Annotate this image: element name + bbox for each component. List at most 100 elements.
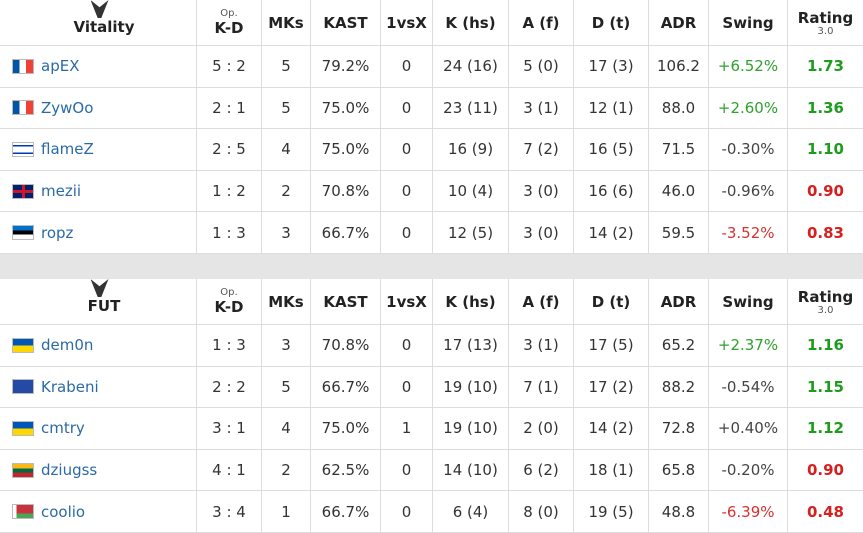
stat-cell: 2 : 5 [196,129,261,170]
stat-cell: 3 [261,325,310,366]
stat-cell: 0.83 [787,212,863,253]
column-label: K-D [214,18,244,37]
stat-cell: 0 [380,46,432,87]
column-header: K (hs) [432,0,508,45]
column-header: KAST [310,279,380,324]
column-label: MKs [268,13,304,32]
column-label: Swing [722,13,774,32]
stat-cell: 5 (0) [508,46,573,87]
player-name[interactable]: dem0n [41,336,94,355]
flag [12,462,34,478]
column-header: A (f) [508,279,573,324]
stat-cell: 16 (6) [573,170,648,212]
stat-cell: +2.37% [708,325,787,366]
column-label: 1vsX [386,13,427,32]
column-label: Rating [797,287,854,306]
team-logo [90,279,109,297]
player-name[interactable]: apEX [41,57,80,76]
player-name[interactable]: ropz [41,223,74,242]
stat-cell: 0 [380,212,432,253]
stat-cell: 70.8% [310,325,380,366]
player-name[interactable]: flameZ [41,140,94,159]
stat-cell: 3 [261,212,310,253]
column-header: KAST [310,0,380,45]
stat-cell: 1.16 [787,325,863,366]
column-header: Rating 3.0 [787,279,863,324]
stat-cell: 3 (1) [508,325,573,366]
player-row: ropz 1 : 3 3 66.7% 0 12 (5) 3 (0) 14 (2) 59.5 -3.… [0,212,863,254]
stat-cell: 3 (1) [508,87,573,129]
stat-cell: 88.0 [648,87,708,129]
stat-cell: 2 [261,170,310,212]
stat-cell: 106.2 [648,46,708,87]
stat-cell: 5 [261,46,310,87]
team-logo [90,0,109,18]
player-row: Krabeni 2 : 2 5 66.7% 0 19 (10) 7 (1) 17 (2) 88.… [0,366,863,409]
player-name[interactable]: mezii [41,182,82,201]
column-header: 1vsX [380,0,432,45]
team-name: Vitality [73,18,135,36]
stat-cell: 14 (2) [573,212,648,253]
stat-cell: 0.90 [787,170,863,212]
stat-cell: 46.0 [648,170,708,212]
stat-cell: 1.73 [787,46,863,87]
stat-cell: 6 (4) [432,491,508,532]
stat-cell: 24 (16) [432,46,508,87]
stat-cell: +2.60% [708,87,787,129]
player-row: apEX 5 : 2 5 79.2% 0 24 (16) 5 (0) 17 (3) 106.2 +… [0,46,863,88]
player-name[interactable]: coolio [41,502,86,521]
flag [12,420,34,436]
stat-cell: 75.0% [310,87,380,129]
stat-cell: 17 (2) [573,366,648,408]
stat-cell: -3.52% [708,212,787,253]
stat-cell: 0 [380,170,432,212]
flag [12,379,34,395]
flag [12,337,34,353]
stat-cell: 0 [380,325,432,366]
column-header: Swing [708,0,787,45]
stat-cell: 88.2 [648,366,708,408]
stat-cell: 75.0% [310,408,380,449]
stat-cell: 79.2% [310,46,380,87]
stat-cell: 17 (5) [573,325,648,366]
player-name[interactable]: ZywOo [41,98,94,117]
stat-cell: 65.8 [648,449,708,491]
player-name[interactable]: Krabeni [41,377,99,396]
column-note: Op. [220,7,238,19]
column-label: Swing [722,292,774,311]
stat-cell: 3 : 1 [196,408,261,449]
header-row: Vitality Op. K-D MKs KAST 1vsX K (hs) A (f) D (t… [0,0,863,46]
player-cell: dem0n [0,325,196,366]
column-label: MKs [268,292,304,311]
player-name[interactable]: dziugss [41,461,98,480]
stat-cell: -0.54% [708,366,787,408]
player-cell: apEX [0,46,196,87]
stat-cell: 18 (1) [573,449,648,491]
column-note: Op. [220,286,238,298]
player-cell: cmtry [0,408,196,449]
column-label: Rating [797,8,854,27]
stat-cell: 59.5 [648,212,708,253]
team-name: FUT [87,297,121,315]
player-cell: ZywOo [0,88,196,129]
player-row: coolio 3 : 4 1 66.7% 0 6 (4) 8 (0) 19 (5) 48.8 -6… [0,491,863,533]
column-label: D (t) [591,13,631,32]
stat-cell: 2 : 1 [196,87,261,129]
stat-cell: 62.5% [310,449,380,491]
stat-cell: 71.5 [648,129,708,170]
stat-cell: 2 [261,449,310,491]
player-name[interactable]: cmtry [41,419,85,438]
stat-cell: 7 (1) [508,366,573,408]
stat-cell: 16 (9) [432,129,508,170]
flag [12,58,34,74]
player-cell: mezii [0,171,196,212]
column-header: 1vsX [380,279,432,324]
stat-cell: 66.7% [310,212,380,253]
flag [12,225,34,241]
stat-cell: 19 (10) [432,366,508,408]
player-row: mezii 1 : 2 2 70.8% 0 10 (4) 3 (0) 16 (6) 46.0 -0… [0,170,863,213]
stat-cell: 4 [261,408,310,449]
player-row: dem0n 1 : 3 3 70.8% 0 17 (13) 3 (1) 17 (5) 65.2 +… [0,325,863,367]
stat-cell: 1 : 3 [196,325,261,366]
